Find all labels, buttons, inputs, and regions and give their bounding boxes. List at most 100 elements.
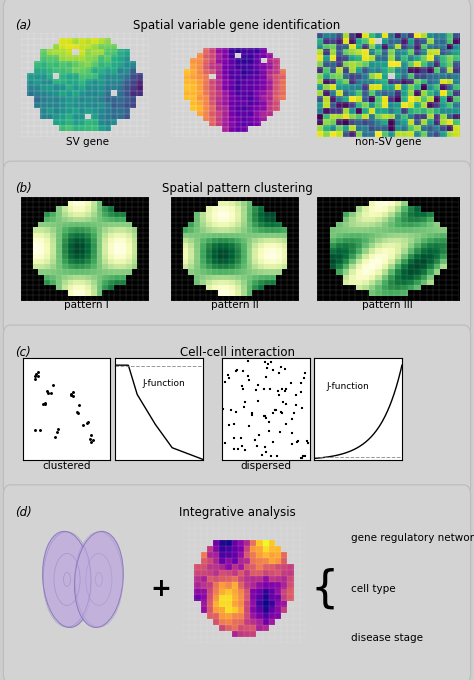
Point (297, 452, 304, 463)
Text: clustered: clustered (42, 461, 91, 471)
Point (272, 405, 280, 415)
Text: (b): (b) (15, 182, 32, 195)
Point (301, 368, 309, 379)
Point (31, 424, 39, 435)
Point (83, 418, 91, 429)
Point (301, 451, 309, 462)
Point (35, 367, 42, 378)
Point (32, 369, 40, 379)
Point (293, 437, 301, 447)
Point (265, 426, 273, 437)
Point (282, 364, 289, 375)
Point (262, 413, 269, 424)
Point (255, 395, 262, 406)
Text: disease stage: disease stage (351, 632, 423, 643)
Point (303, 436, 311, 447)
Point (269, 364, 277, 375)
Point (49, 380, 57, 391)
Point (283, 419, 290, 430)
Point (248, 407, 256, 418)
Point (54, 424, 62, 435)
Point (238, 381, 246, 392)
Point (234, 364, 241, 375)
Point (299, 402, 306, 413)
Text: (a): (a) (15, 19, 32, 32)
Point (230, 432, 238, 443)
Point (273, 451, 281, 462)
Point (289, 413, 296, 424)
Point (298, 453, 305, 464)
Point (34, 370, 41, 381)
Point (47, 387, 55, 398)
Point (245, 356, 252, 367)
Point (258, 449, 266, 460)
Point (32, 370, 39, 381)
Point (304, 438, 312, 449)
Point (73, 407, 81, 418)
Point (51, 431, 59, 442)
Point (277, 407, 285, 418)
Point (255, 379, 262, 390)
Point (227, 405, 235, 415)
Point (88, 430, 95, 441)
Point (252, 384, 259, 395)
Point (41, 398, 48, 409)
Point (278, 361, 285, 372)
Point (276, 426, 284, 437)
Point (90, 434, 97, 445)
Text: cell type: cell type (351, 585, 395, 594)
Text: non-SV gene: non-SV gene (355, 137, 421, 147)
Point (275, 367, 283, 378)
Text: {: { (310, 568, 339, 611)
Text: +: + (151, 577, 172, 602)
Point (248, 409, 255, 420)
Text: dispersed: dispersed (240, 461, 291, 471)
Point (85, 417, 92, 428)
Point (226, 420, 233, 430)
Point (292, 399, 300, 410)
Point (260, 411, 267, 422)
Point (230, 443, 237, 454)
Text: Spatial pattern clustering: Spatial pattern clustering (162, 182, 312, 195)
Point (238, 441, 246, 452)
Text: (d): (d) (15, 506, 32, 519)
Point (297, 387, 304, 398)
Point (272, 405, 279, 415)
Point (266, 384, 273, 394)
Point (267, 450, 275, 461)
Point (262, 446, 270, 457)
Ellipse shape (43, 531, 91, 628)
Point (278, 383, 286, 394)
Point (36, 424, 44, 435)
Point (245, 420, 253, 431)
Point (298, 377, 305, 388)
Point (261, 411, 269, 422)
Point (239, 366, 247, 377)
Point (221, 438, 229, 449)
Point (44, 388, 52, 398)
Text: pattern III: pattern III (362, 300, 413, 310)
Point (279, 396, 287, 407)
Point (299, 451, 307, 462)
Point (225, 370, 232, 381)
Ellipse shape (74, 531, 123, 628)
Point (264, 363, 271, 374)
Text: J-function: J-function (142, 379, 185, 388)
Point (269, 437, 276, 447)
Text: J-function: J-function (326, 382, 369, 392)
Point (267, 356, 275, 367)
Point (288, 439, 295, 449)
Point (278, 408, 285, 419)
Text: pattern II: pattern II (211, 300, 259, 310)
Point (69, 387, 77, 398)
Text: (c): (c) (15, 346, 31, 359)
Text: Spatial variable gene identification: Spatial variable gene identification (133, 19, 341, 32)
Point (287, 377, 295, 388)
Point (251, 435, 258, 445)
Point (74, 408, 82, 419)
Point (274, 386, 282, 396)
Point (264, 358, 271, 369)
Point (294, 436, 302, 447)
Point (239, 383, 247, 394)
Point (69, 390, 76, 401)
